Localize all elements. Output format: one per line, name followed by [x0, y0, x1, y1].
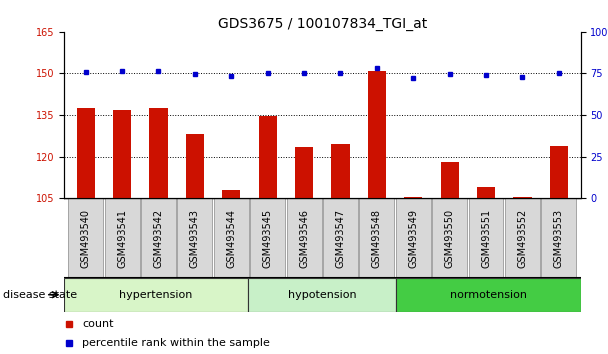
Bar [404, 197, 423, 198]
Title: GDS3675 / 100107834_TGI_at: GDS3675 / 100107834_TGI_at [218, 17, 427, 31]
Bar [105, 198, 140, 278]
Bar [77, 108, 95, 198]
Bar [331, 144, 350, 198]
Bar [432, 198, 467, 278]
Bar [477, 187, 495, 198]
Text: disease state: disease state [3, 290, 77, 300]
Bar [214, 198, 249, 278]
Bar [323, 198, 358, 278]
Bar [258, 116, 277, 198]
Bar [150, 108, 168, 198]
Text: GSM493541: GSM493541 [117, 209, 127, 268]
Bar [286, 198, 322, 278]
Text: GSM493543: GSM493543 [190, 209, 200, 268]
Bar [141, 198, 176, 278]
Bar [469, 198, 503, 278]
Bar [359, 198, 395, 278]
Bar [295, 147, 313, 198]
Text: GSM493540: GSM493540 [81, 209, 91, 268]
Bar [505, 198, 540, 278]
Text: hypotension: hypotension [288, 290, 356, 300]
Bar [250, 198, 285, 278]
Bar [68, 198, 103, 278]
Bar [541, 198, 576, 278]
Text: GSM493553: GSM493553 [554, 209, 564, 268]
Text: GSM493546: GSM493546 [299, 209, 309, 268]
Bar [178, 198, 212, 278]
Text: normotension: normotension [450, 290, 527, 300]
Bar [513, 197, 531, 198]
Text: GSM493548: GSM493548 [372, 209, 382, 268]
Text: GSM493551: GSM493551 [481, 209, 491, 268]
Text: count: count [82, 319, 114, 329]
Text: GSM493549: GSM493549 [408, 209, 418, 268]
Bar [249, 278, 396, 312]
Text: GSM493544: GSM493544 [226, 209, 237, 268]
Bar [113, 109, 131, 198]
Text: GSM493542: GSM493542 [153, 209, 164, 268]
Bar [222, 190, 240, 198]
Text: percentile rank within the sample: percentile rank within the sample [82, 338, 270, 348]
Bar [64, 278, 249, 312]
Text: GSM493552: GSM493552 [517, 209, 527, 268]
Text: GSM493550: GSM493550 [444, 209, 455, 268]
Bar [186, 135, 204, 198]
Text: hypertension: hypertension [119, 290, 193, 300]
Bar [550, 145, 568, 198]
Text: GSM493545: GSM493545 [263, 209, 272, 268]
Bar [368, 71, 386, 198]
Text: GSM493547: GSM493547 [336, 209, 345, 268]
Bar [396, 278, 581, 312]
Bar [396, 198, 430, 278]
Bar [441, 162, 458, 198]
